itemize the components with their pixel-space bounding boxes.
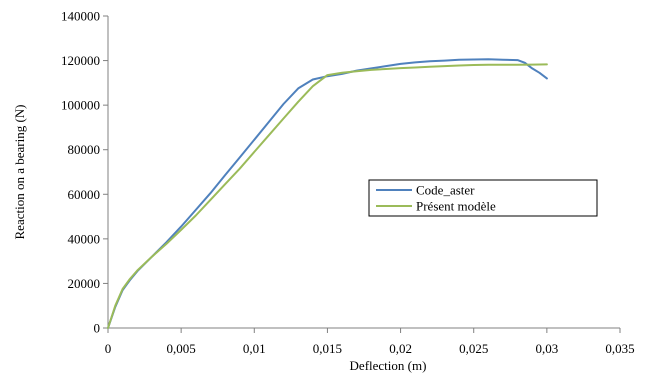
y-tick-label: 0 [94, 321, 101, 336]
x-tick-label: 0 [105, 341, 112, 356]
x-tick-label: 0,01 [243, 341, 266, 356]
y-axis-title: Reaction on a bearing (N) [12, 104, 27, 239]
y-tick-label: 100000 [61, 98, 100, 113]
x-tick-label: 0,035 [605, 341, 634, 356]
x-axis-ticks [107, 328, 621, 333]
series-line-2 [107, 63, 548, 329]
x-tick-label: 0,025 [459, 341, 488, 356]
legend-box [368, 179, 598, 217]
y-tick-label: 140000 [61, 9, 100, 24]
x-axis-tick-labels: 0 0,005 0,01 0,015 0,02 0,025 0,03 0,035 [105, 341, 635, 356]
x-tick-label: 0,02 [389, 341, 412, 356]
x-tick-label: 0,005 [167, 341, 196, 356]
x-tick-label: 0,015 [313, 341, 342, 356]
y-tick-label: 120000 [61, 53, 100, 68]
y-tick-label: 60000 [68, 187, 101, 202]
series-group [107, 58, 548, 329]
y-axis-tick-labels: 0 20000 40000 60000 80000 100000 120000 140000 [61, 9, 100, 336]
x-axis-title: Deflection (m) [350, 358, 427, 373]
x-tick-label: 0,03 [535, 341, 558, 356]
y-tick-label: 80000 [68, 142, 101, 157]
y-tick-label: 40000 [68, 231, 101, 246]
y-axis-ticks [103, 15, 108, 329]
legend-label: Présent modèle [416, 199, 496, 214]
legend-label: Code_aster [416, 183, 475, 198]
y-tick-label: 20000 [68, 276, 101, 291]
